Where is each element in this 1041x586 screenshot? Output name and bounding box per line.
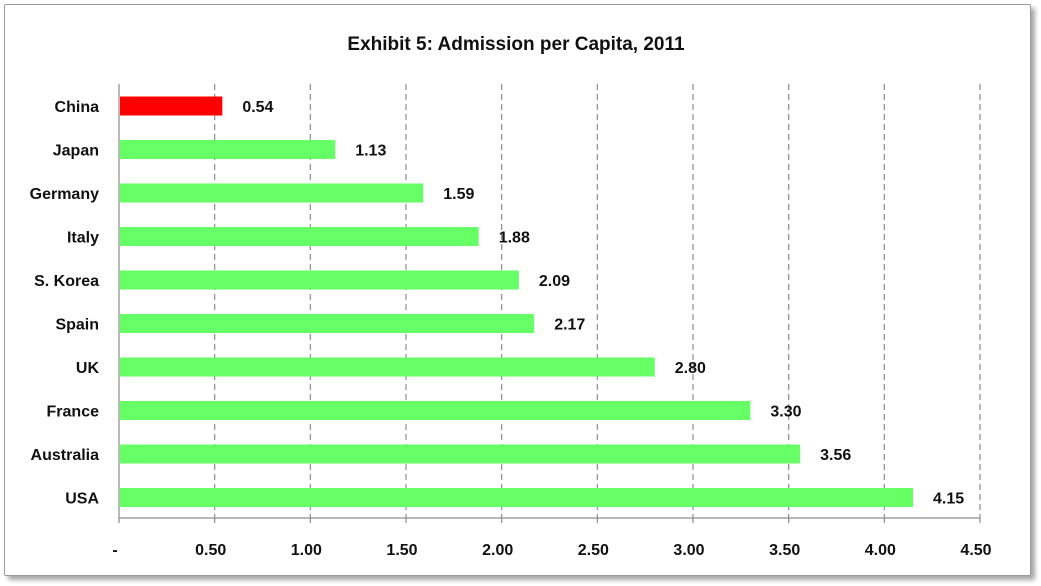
category-label: Germany xyxy=(30,186,99,203)
data-label: 1.59 xyxy=(443,186,474,203)
x-tick-label: 4.00 xyxy=(865,542,896,559)
category-label: USA xyxy=(65,491,99,508)
data-label: 2.09 xyxy=(539,273,570,290)
bar xyxy=(120,444,801,464)
x-tick-label: 0.50 xyxy=(195,542,226,559)
bar xyxy=(120,183,424,203)
x-tick-label: 4.50 xyxy=(960,542,991,559)
x-tick-label: - xyxy=(112,542,117,559)
data-label: 3.56 xyxy=(820,447,851,464)
axes xyxy=(118,84,981,523)
bar xyxy=(120,357,655,377)
x-tick-labels: - 0.50 1.00 1.50 2.00 2.50 3.00 3.50 4.00 4.50 xyxy=(112,542,991,559)
data-label: 2.80 xyxy=(675,360,706,377)
chart-title: Exhibit 5: Admission per Capita, 2011 xyxy=(347,34,685,55)
x-tick-label: 3.00 xyxy=(673,542,704,559)
category-label: Italy xyxy=(67,230,99,247)
data-label: 1.88 xyxy=(499,230,530,247)
x-tick-label: 3.50 xyxy=(769,542,800,559)
x-tick-label: 1.50 xyxy=(386,542,417,559)
x-tick-label: 2.50 xyxy=(578,542,609,559)
bar xyxy=(120,227,479,246)
x-tick-label: 1.00 xyxy=(291,542,322,559)
bar xyxy=(120,314,535,333)
data-label: 4.15 xyxy=(933,491,964,508)
category-labels: China Japan Germany Italy S. Korea Spain UK Fra… xyxy=(30,99,100,508)
bar xyxy=(120,401,751,420)
bar xyxy=(120,488,914,507)
data-label: 2.17 xyxy=(554,317,585,334)
category-label: China xyxy=(55,99,100,116)
bar xyxy=(120,270,519,290)
data-label: 3.30 xyxy=(770,404,801,421)
data-label: 0.54 xyxy=(242,99,273,116)
category-label: S. Korea xyxy=(34,273,99,290)
x-tick-label: 2.00 xyxy=(482,542,513,559)
category-label: Japan xyxy=(53,143,99,160)
data-labels: 0.54 1.13 1.59 1.88 2.09 2.17 2.80 3.30 3.56 4.15 xyxy=(242,99,964,508)
category-label: Spain xyxy=(55,317,99,334)
category-label: France xyxy=(47,404,100,421)
category-label: UK xyxy=(76,360,100,377)
bar xyxy=(120,96,223,116)
bars xyxy=(120,96,914,507)
data-label: 1.13 xyxy=(355,143,386,160)
bar xyxy=(120,140,336,159)
category-label: Australia xyxy=(31,447,100,464)
